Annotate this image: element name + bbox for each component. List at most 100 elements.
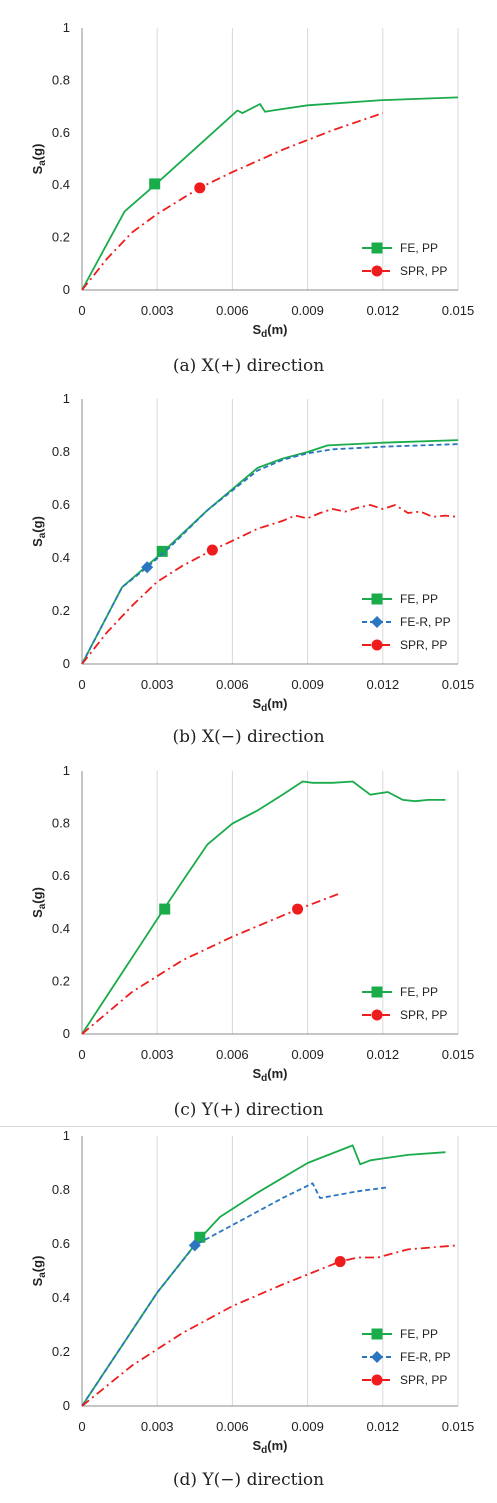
chart-panel-a: 0 0.2 0.4 0.6 0.8 1 0 0.003 0.006 0.009 0.012 0.015… [0,0,497,376]
legend-label-c-0: FE, PP [400,985,438,999]
series-line-b-0 [81,439,459,665]
y-tick-label-c-4: 0.8 [52,816,70,831]
legend-marker-b-2 [371,639,383,651]
x-tick-label-b-4: 0.012 [367,677,400,692]
y-tick-label-a-4: 0.8 [52,72,70,87]
x-axis-label-d: Sd(m) [253,1438,288,1456]
legend-marker-d-2 [371,1374,383,1386]
legend-marker-a-0 [371,242,383,254]
legend-label-d-1: FE-R, PP [400,1350,451,1364]
x-tick-label-c-4: 0.012 [367,1047,400,1062]
series-marker-d-2 [334,1256,346,1268]
series-marker-d-1 [188,1239,201,1252]
x-tick-label-a-4: 0.012 [367,303,400,318]
y-tick-label-d-3: 0.6 [52,1236,70,1251]
y-tick-label-a-3: 0.6 [52,125,70,140]
y-tick-label-d-4: 0.8 [52,1182,70,1197]
x-axis-label-a: Sd(m) [253,322,288,340]
chart-d-svg: 0 0.2 0.4 0.6 0.8 1 0 0.003 0.006 0.009 0.012 0.015… [30,1128,475,1456]
x-tick-label-c-1: 0.003 [141,1047,174,1062]
y-axis-label-b: Sa(g) [30,516,48,547]
y-tick-label-d-5: 1 [63,1128,70,1143]
series-line-c-0 [81,780,446,1035]
x-tick-label-c-0: 0 [78,1047,85,1062]
series-marker-c-1 [292,903,304,915]
legend-label-c-1: SPR, PP [400,1008,447,1022]
caption-c: (c) Y(+) direction [173,1100,324,1120]
legend-marker-d-0 [371,1328,383,1340]
legend-label-d-0: FE, PP [400,1327,438,1341]
y-tick-label-b-2: 0.4 [52,550,70,565]
series-line-c-1 [81,892,341,1035]
series-line-b-1 [81,443,459,665]
x-tick-label-b-1: 0.003 [141,677,174,692]
y-axis-label-d: Sa(g) [30,1256,48,1287]
x-tick-label-d-2: 0.006 [216,1419,249,1434]
series-marker-b-2 [206,544,218,556]
y-tick-label-c-3: 0.6 [52,868,70,883]
y-tick-label-b-4: 0.8 [52,444,70,459]
legend-label-a-1: SPR, PP [400,264,447,278]
legend-marker-c-1 [371,1009,383,1021]
y-tick-label-c-1: 0.2 [52,973,70,988]
series-line-d-1 [81,1182,388,1407]
legend-marker-a-1 [371,265,383,277]
x-tick-label-a-3: 0.009 [291,303,324,318]
series-marker-d-0 [194,1231,206,1243]
series-line-a-0 [81,96,459,291]
series-line-b-2 [81,504,459,665]
chart-panel-d: 0 0.2 0.4 0.6 0.8 1 0 0.003 0.006 0.009 0.012 0.015… [0,1127,497,1503]
legend-label-d-2: SPR, PP [400,1373,447,1387]
x-tick-label-b-2: 0.006 [216,677,249,692]
y-tick-label-b-5: 1 [63,391,70,406]
chart-panel-c: 0 0.2 0.4 0.6 0.8 1 0 0.003 0.006 0.009 0.012 0.015… [0,755,497,1130]
x-tick-label-c-2: 0.006 [216,1047,249,1062]
series-line-d-0 [81,1144,446,1407]
series-line-d-2 [81,1244,459,1407]
y-tick-label-a-2: 0.4 [52,177,70,192]
y-tick-label-c-0: 0 [63,1026,70,1041]
x-tick-label-a-5: 0.015 [442,303,475,318]
legend-label-b-1: FE-R, PP [400,615,451,629]
series-marker-a-1 [194,182,206,194]
x-tick-label-d-1: 0.003 [141,1419,174,1434]
x-tick-label-b-5: 0.015 [442,677,475,692]
x-tick-label-a-1: 0.003 [141,303,174,318]
y-tick-label-b-0: 0 [63,656,70,671]
chart-c-svg: 0 0.2 0.4 0.6 0.8 1 0 0.003 0.006 0.009 0.012 0.015… [30,763,475,1084]
caption-d: (d) Y(−) direction [172,1470,325,1490]
y-tick-label-a-1: 0.2 [52,230,70,245]
y-tick-label-a-5: 1 [63,20,70,35]
x-tick-label-b-3: 0.009 [291,677,324,692]
caption-a: (a) X(+) direction [172,356,325,376]
legend-marker-d-1 [371,1351,383,1363]
x-tick-label-c-5: 0.015 [442,1047,475,1062]
x-tick-label-d-4: 0.012 [367,1419,400,1434]
y-tick-label-d-1: 0.2 [52,1344,70,1359]
x-axis-label-c: Sd(m) [253,1066,288,1084]
series-marker-b-1 [141,561,154,574]
chart-panel-b: 0 0.2 0.4 0.6 0.8 1 0 0.003 0.006 0.009 0.012 0.015… [0,380,497,755]
legend-label-a-0: FE, PP [400,241,438,255]
series-marker-b-0 [156,545,168,557]
caption-b: (b) X(−) direction [172,727,325,747]
y-tick-label-d-0: 0 [63,1398,70,1413]
x-axis-label-b: Sd(m) [253,696,288,714]
legend-marker-c-0 [371,986,383,998]
chart-a-svg: 0 0.2 0.4 0.6 0.8 1 0 0.003 0.006 0.009 0.012 0.015… [30,20,475,340]
legend-label-b-0: FE, PP [400,592,438,606]
chart-b-svg: 0 0.2 0.4 0.6 0.8 1 0 0.003 0.006 0.009 0.012 0.015… [30,391,475,714]
legend-label-b-2: SPR, PP [400,638,447,652]
y-tick-label-b-3: 0.6 [52,497,70,512]
y-tick-label-c-2: 0.4 [52,921,70,936]
legend-marker-b-0 [371,593,383,605]
panel-separator [0,1126,497,1127]
x-tick-label-d-0: 0 [78,1419,85,1434]
y-tick-label-b-1: 0.2 [52,603,70,618]
x-tick-label-a-0: 0 [78,303,85,318]
y-tick-label-a-0: 0 [63,282,70,297]
x-tick-label-c-3: 0.009 [291,1047,324,1062]
series-marker-a-0 [149,178,161,190]
x-tick-label-d-5: 0.015 [442,1419,475,1434]
x-tick-label-d-3: 0.009 [291,1419,324,1434]
